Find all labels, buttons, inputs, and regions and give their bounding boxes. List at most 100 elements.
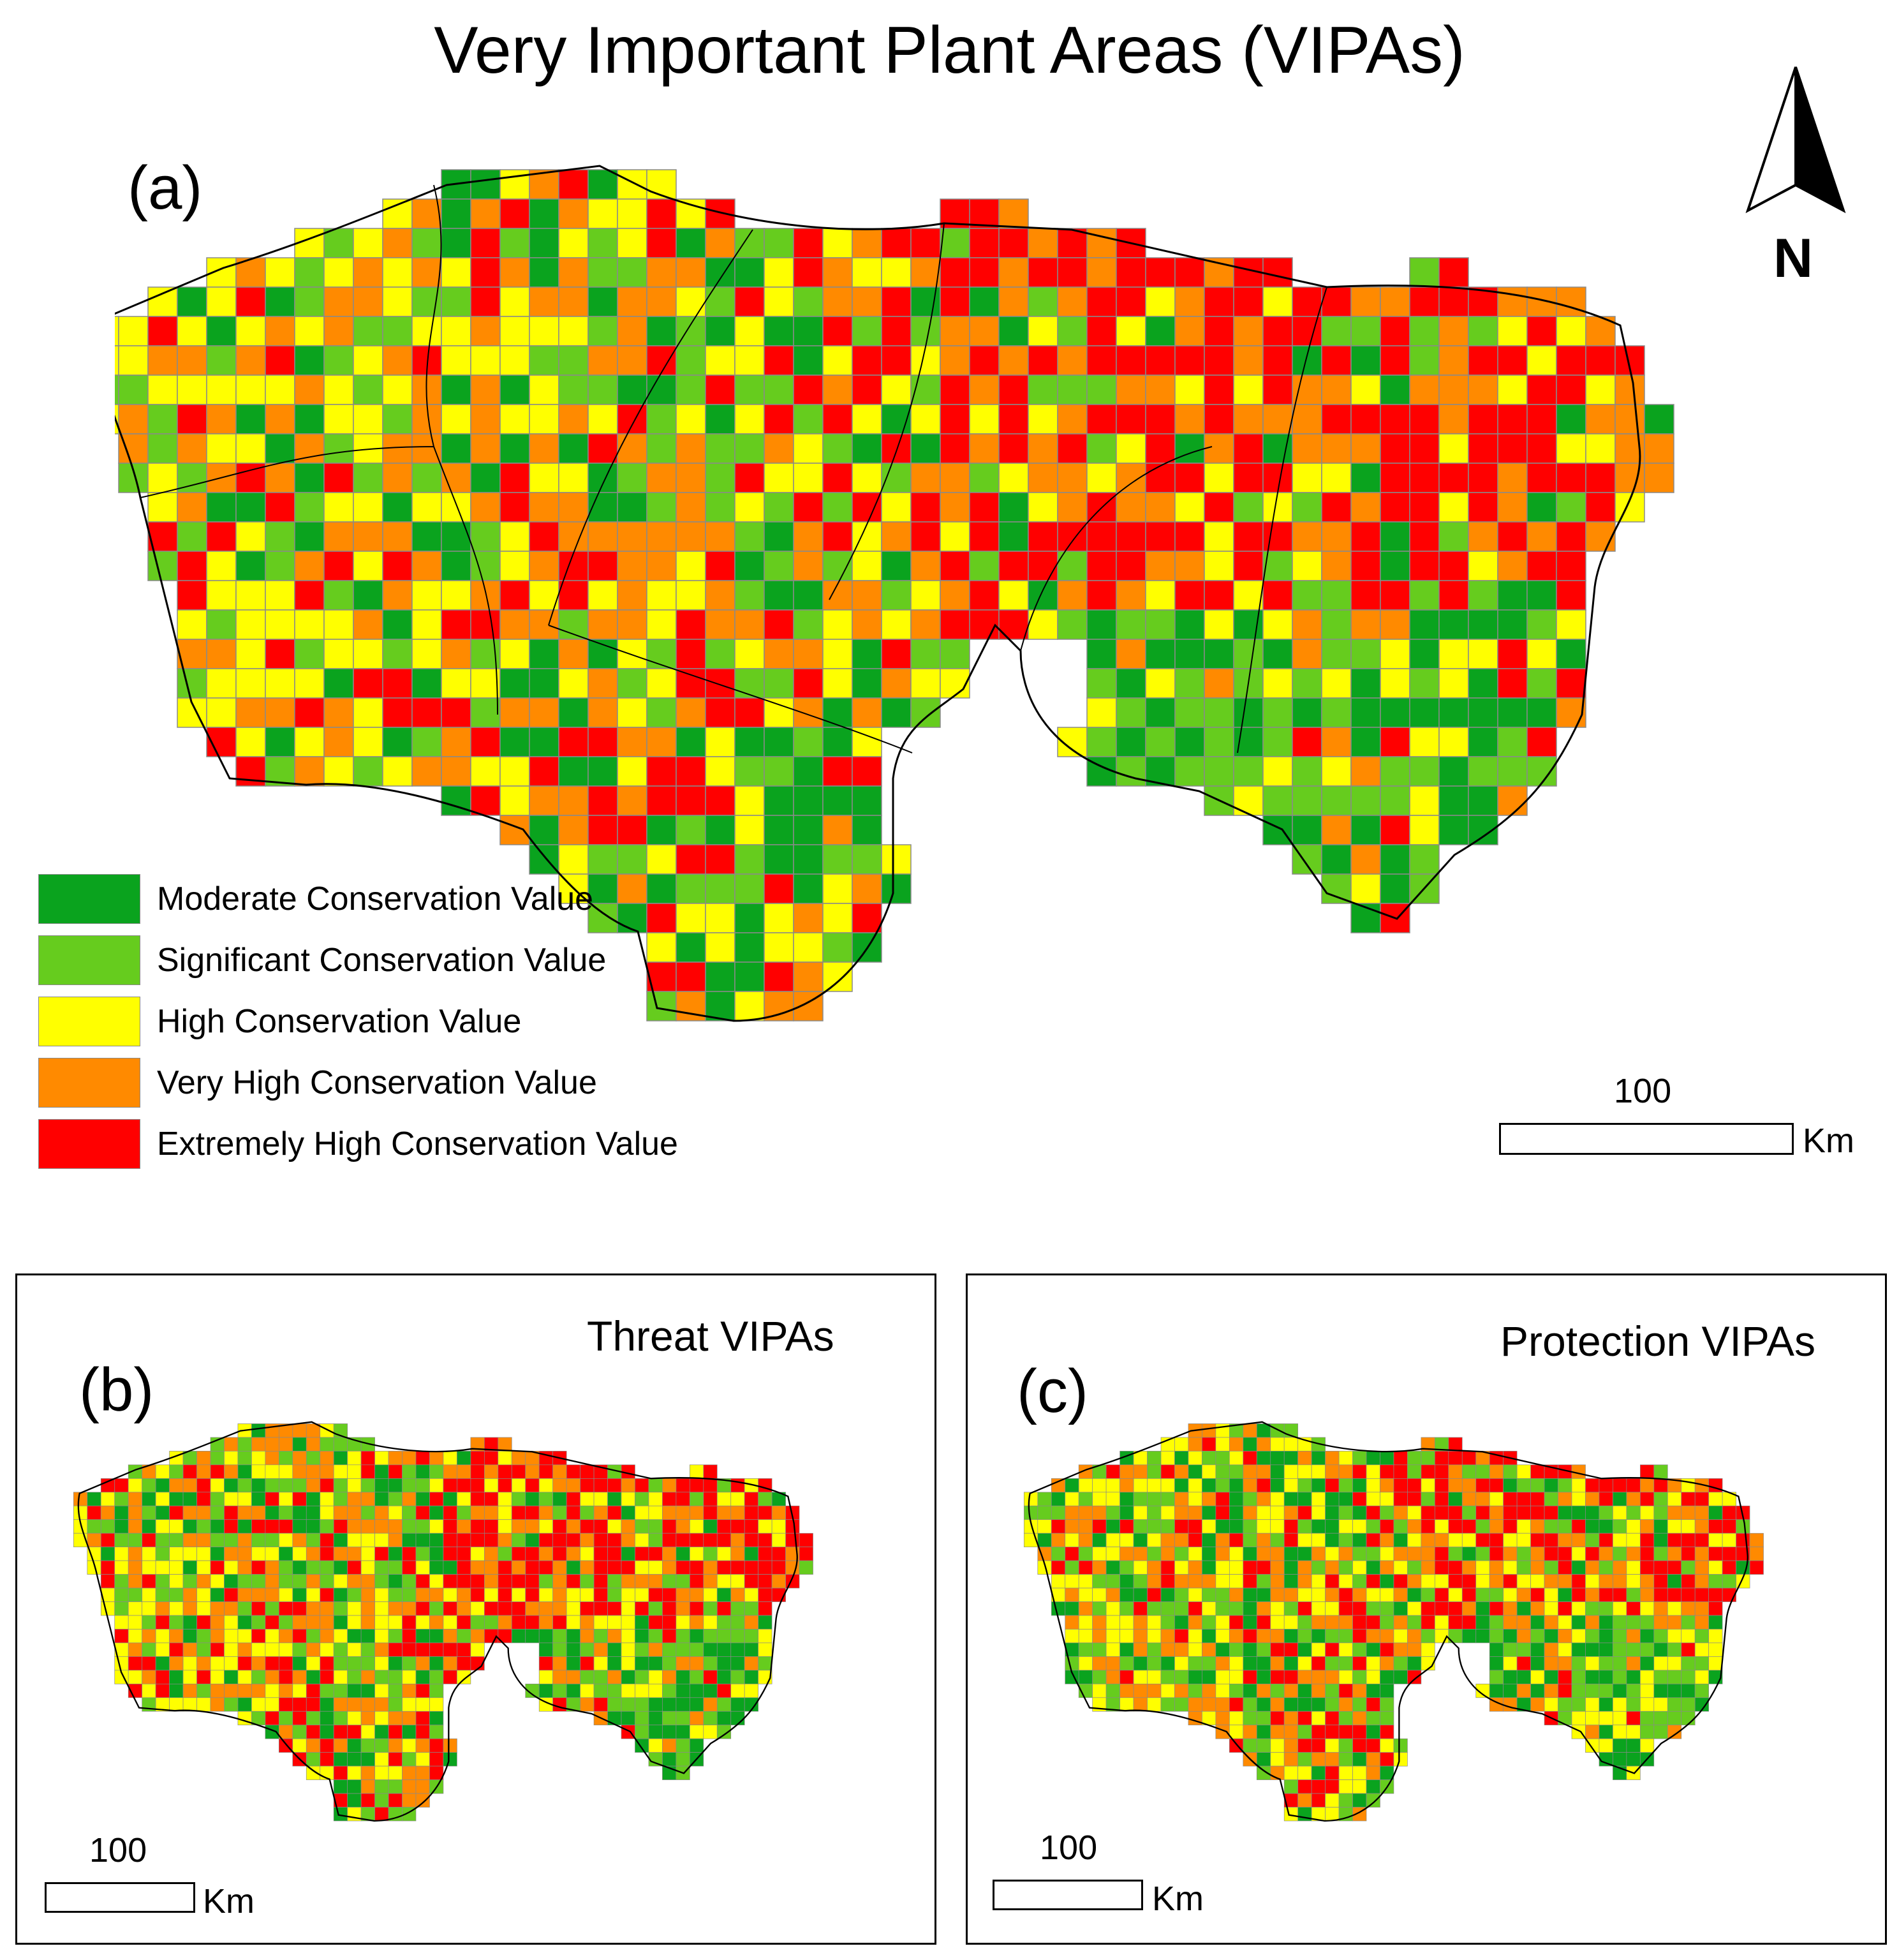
- grid-cell: [676, 433, 706, 464]
- grid-cell: [1147, 1656, 1162, 1671]
- grid-cell: [1321, 609, 1352, 640]
- grid-cell: [998, 609, 1029, 640]
- grid-cell: [402, 1670, 417, 1684]
- grid-cell: [646, 668, 677, 699]
- grid-cell: [196, 1587, 211, 1602]
- grid-cell: [621, 1697, 635, 1712]
- grid-cell: [676, 1615, 690, 1630]
- grid-cell: [648, 1738, 663, 1753]
- grid-cell: [224, 1697, 239, 1712]
- grid-cell: [429, 1533, 444, 1548]
- grid-cell: [1489, 1642, 1504, 1657]
- grid-cell: [1393, 1629, 1408, 1644]
- grid-cell: [1556, 639, 1586, 669]
- grid-cell: [648, 1629, 663, 1644]
- grid-cell: [470, 463, 501, 493]
- grid-cell: [374, 1656, 389, 1671]
- grid-cell: [1613, 1533, 1627, 1548]
- grid-cell: [1297, 1574, 1312, 1589]
- grid-cell: [1292, 345, 1322, 376]
- grid-cell: [251, 1574, 266, 1589]
- grid-cell: [635, 1492, 649, 1506]
- grid-cell: [1585, 404, 1616, 434]
- grid-cell: [1407, 1478, 1422, 1493]
- grid-cell: [1204, 521, 1234, 552]
- grid-cell: [662, 1670, 677, 1684]
- grid-cell: [1202, 1505, 1216, 1520]
- grid-cell: [881, 521, 912, 552]
- grid-cell: [206, 492, 237, 523]
- grid-cell: [646, 639, 677, 669]
- grid-cell: [169, 1615, 184, 1630]
- grid-cell: [593, 1574, 608, 1589]
- grid-cell: [237, 1547, 252, 1561]
- grid-cell: [1325, 1793, 1340, 1808]
- grid-cell: [552, 1574, 567, 1589]
- grid-cell: [648, 1601, 663, 1616]
- grid-cell: [484, 1505, 499, 1520]
- grid-cell: [1116, 668, 1146, 699]
- grid-cell: [1350, 463, 1381, 493]
- grid-cell: [1338, 1601, 1353, 1616]
- grid-cell: [1092, 1683, 1107, 1698]
- grid-cell: [457, 1451, 471, 1466]
- grid-cell: [265, 1642, 279, 1657]
- grid-cell: [1133, 1492, 1148, 1506]
- grid-cell: [323, 433, 354, 464]
- grid-cell: [415, 1547, 430, 1561]
- grid-cell: [734, 639, 765, 669]
- grid-cell: [1116, 756, 1146, 787]
- grid-cell: [210, 1629, 225, 1644]
- grid-cell: [224, 1656, 239, 1671]
- grid-cell: [1530, 1533, 1545, 1548]
- grid-cell: [1434, 1519, 1449, 1534]
- grid-cell: [607, 1670, 622, 1684]
- grid-cell: [1145, 463, 1176, 493]
- grid-cell: [881, 345, 912, 376]
- grid-cell: [910, 345, 941, 376]
- grid-cell: [206, 375, 237, 405]
- grid-cell: [1229, 1451, 1244, 1466]
- grid-cell: [689, 1615, 704, 1630]
- grid-cell: [705, 961, 735, 992]
- grid-cell: [852, 433, 882, 464]
- grid-cell: [1667, 1505, 1682, 1520]
- grid-cell: [235, 345, 266, 376]
- grid-cell: [1202, 1629, 1216, 1644]
- grid-cell: [265, 1574, 279, 1589]
- grid-cell: [676, 521, 706, 552]
- grid-cell: [1262, 815, 1293, 845]
- grid-cell: [374, 1793, 389, 1808]
- grid-cell: [498, 1560, 512, 1575]
- grid-cell: [1448, 1601, 1463, 1616]
- grid-cell: [676, 844, 706, 875]
- grid-cell: [292, 1738, 307, 1753]
- grid-cell: [1270, 1492, 1285, 1506]
- grid-cell: [1366, 1670, 1380, 1684]
- grid-cell: [1145, 375, 1176, 405]
- grid-cell: [1489, 1601, 1504, 1616]
- grid-cell: [210, 1519, 225, 1534]
- grid-cell: [1292, 639, 1322, 669]
- grid-cell: [1380, 1642, 1394, 1657]
- grid-cell: [498, 1519, 512, 1534]
- grid-cell: [1613, 1752, 1627, 1767]
- grid-cell: [1292, 492, 1322, 523]
- grid-cell: [1393, 1505, 1408, 1520]
- grid-cell: [676, 727, 706, 757]
- grid-cell: [1639, 1587, 1655, 1602]
- grid-cell: [764, 697, 794, 728]
- grid-cell: [1270, 1615, 1285, 1630]
- grid-cell: [1599, 1711, 1613, 1726]
- grid-cell: [648, 1642, 663, 1657]
- grid-cell: [1585, 375, 1616, 405]
- grid-cell: [734, 345, 765, 376]
- grid-cell: [1530, 1697, 1545, 1712]
- grid-cell: [1119, 1656, 1134, 1671]
- grid-cell: [1174, 609, 1205, 640]
- grid-cell: [607, 1697, 622, 1712]
- grid-cell: [1667, 1615, 1682, 1630]
- grid-cell: [730, 1505, 745, 1520]
- grid-cell: [224, 1670, 239, 1684]
- grid-cell: [1461, 1505, 1477, 1520]
